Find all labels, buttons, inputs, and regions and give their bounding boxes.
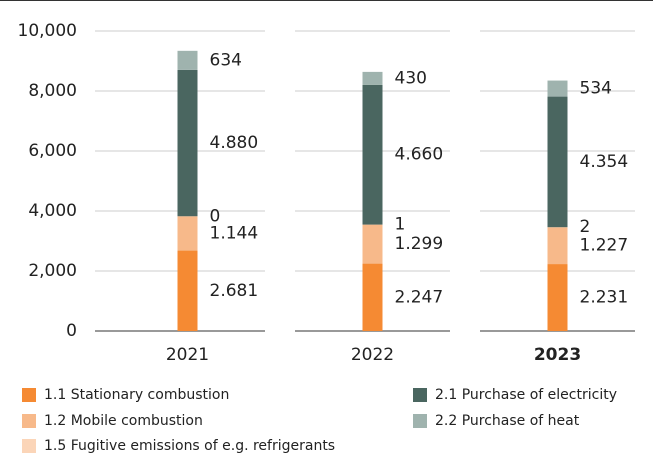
legend-label: 1.1 Stationary combustion [44, 387, 229, 403]
value-label: 2.247 [395, 287, 444, 307]
y-tick-label: 4,000 [28, 201, 77, 221]
legend-label: 1.2 Mobile combustion [44, 413, 203, 429]
value-label: 0 [210, 206, 221, 226]
legend-swatch [22, 388, 36, 402]
bar-segment [362, 263, 383, 331]
bar-segment [547, 96, 568, 228]
bar-segment [177, 69, 198, 217]
value-label: 2.231 [580, 288, 629, 308]
y-tick-label: 10,000 [18, 21, 77, 41]
x-tick-label: 2021 [166, 345, 209, 365]
value-label: 1 [395, 215, 406, 235]
legend-swatch [22, 439, 36, 453]
y-tick-label: 8,000 [28, 81, 77, 101]
bar-segment [547, 264, 568, 331]
value-label: 1.144 [210, 223, 259, 243]
legend-label: 1.5 Fugitive emissions of e.g. refrigera… [44, 438, 335, 454]
legend-label: 2.2 Purchase of heat [435, 413, 580, 429]
legend-swatch [413, 388, 427, 402]
y-tick-label: 6,000 [28, 141, 77, 161]
value-label: 2 [580, 217, 591, 237]
value-label: 534 [580, 79, 612, 99]
value-label: 1.227 [580, 236, 629, 256]
legend-swatch [22, 414, 36, 428]
legend-label: 2.1 Purchase of electricity [435, 387, 617, 403]
bar-segment [362, 84, 383, 225]
bar-segment [362, 71, 383, 85]
value-label: 634 [210, 50, 242, 70]
bar-segment [177, 250, 198, 331]
bar-segment [547, 80, 568, 97]
x-tick-label: 2023 [534, 345, 581, 365]
value-label: 2.681 [210, 281, 259, 301]
legend-swatch [413, 414, 427, 428]
value-label: 4.660 [395, 145, 444, 165]
y-tick-label: 2,000 [28, 261, 77, 281]
value-label: 430 [395, 68, 427, 88]
bar-segment [177, 50, 198, 70]
value-label: 4.880 [210, 133, 259, 153]
value-label: 4.354 [580, 152, 629, 172]
bar-segment [547, 227, 568, 265]
bar-segment [177, 216, 198, 251]
value-label: 1.299 [395, 234, 444, 254]
x-tick-label: 2022 [351, 345, 394, 365]
bar-segment [362, 224, 383, 264]
y-tick-label: 0 [66, 321, 77, 341]
